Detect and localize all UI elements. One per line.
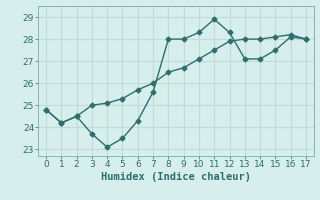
X-axis label: Humidex (Indice chaleur): Humidex (Indice chaleur) [101,172,251,182]
